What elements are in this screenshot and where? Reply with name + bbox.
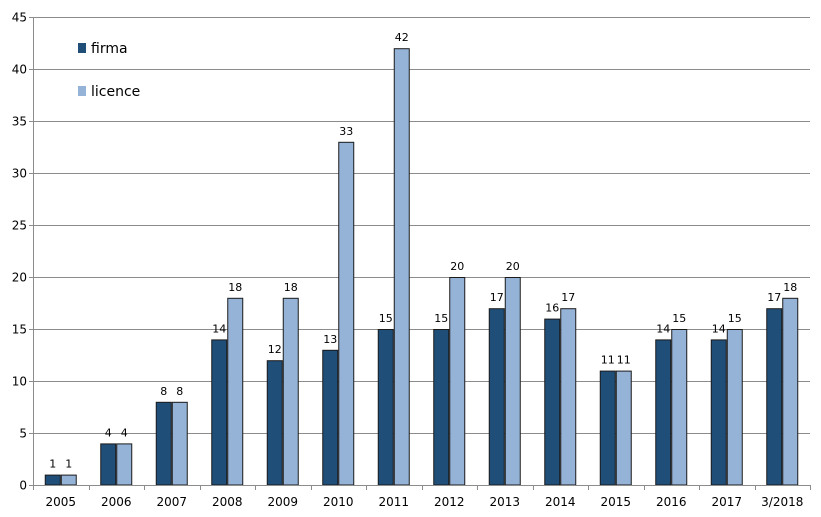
bar-licence-2016 [671,329,688,486]
data-label-licence: 42 [395,31,409,44]
bar-firma-2012 [433,329,450,486]
bar-licence-2011 [393,48,410,486]
bars [44,48,799,486]
y-tick-label: 10 [12,375,27,389]
bar-firma-2013 [488,308,505,486]
data-label-firma: 13 [323,333,337,346]
x-tick-label: 2005 [45,495,76,509]
bar-firma-2017 [710,339,727,486]
x-tick-label: 2011 [378,495,409,509]
data-label-firma: 15 [379,312,393,325]
y-tick-label: 20 [12,271,27,285]
x-tick-label: 2015 [600,495,631,509]
x-tick-label: 2017 [711,495,742,509]
bar-licence-2012 [449,277,466,486]
y-tick-label: 25 [12,219,27,233]
data-label-licence: 18 [228,281,242,294]
data-label-licence: 1 [65,458,72,471]
y-tick-label: 15 [12,323,27,337]
legend-label-firma: firma [91,41,128,57]
y-tick-label: 30 [12,167,27,181]
legend-swatch-licence [78,86,86,96]
x-tick-label: 3/2018 [761,495,803,509]
data-label-firma: 14 [212,322,226,335]
data-label-firma: 4 [105,426,112,439]
data-label-firma: 1 [49,458,56,471]
y-axis: 0 5 10 15 20 25 30 35 40 45 [12,11,34,493]
legend-label-licence: licence [91,84,140,100]
y-tick-label: 45 [12,11,27,25]
data-label-firma: 16 [545,302,559,315]
data-label-firma: 17 [490,291,504,304]
y-tick-label: 0 [19,479,27,493]
x-tick-label: 2012 [434,495,465,509]
bar-licence-2010 [338,141,355,486]
bar-firma-2015 [599,370,616,486]
bar-firma-2008 [211,339,228,486]
x-tick-label: 2016 [656,495,687,509]
y-tick-label: 35 [12,115,27,129]
bar-firma-3-2018 [766,308,783,486]
data-label-firma: 11 [601,354,615,367]
bar-firma-2005 [44,474,61,486]
x-axis: 2005 2006 2007 2008 2009 2010 2011 2012 2013 2014… [33,485,811,509]
bar-firma-2006 [100,443,117,486]
data-label-licence: 15 [672,312,686,325]
data-label-licence: 18 [284,281,298,294]
data-label-firma: 17 [767,291,781,304]
data-label-licence: 4 [121,426,128,439]
data-label-firma: 14 [656,322,670,335]
x-tick-label: 2010 [323,495,354,509]
data-label-firma: 12 [268,343,282,356]
bar-firma-2011 [377,329,394,486]
bar-licence-2008 [227,297,244,486]
data-label-licence: 11 [617,354,631,367]
y-tick-label: 40 [12,63,27,77]
x-tick-label: 2013 [489,495,520,509]
bar-firma-2009 [266,360,283,486]
bar-licence-2006 [116,443,133,486]
bar-firma-2016 [655,339,672,486]
x-tick-label: 2007 [156,495,187,509]
data-label-firma: 15 [434,312,448,325]
data-label-licence: 20 [450,260,464,273]
bar-licence-2013 [504,277,521,486]
gridlines [33,17,810,434]
x-tick-label: 2006 [101,495,132,509]
bar-licence-3-2018 [782,297,799,486]
bar-firma-2010 [322,349,339,486]
data-label-licence: 20 [506,260,520,273]
bar-licence-2015 [615,370,632,486]
data-label-licence: 33 [339,125,353,138]
x-tick-label: 2014 [545,495,576,509]
bar-licence-2017 [726,329,743,486]
data-label-licence: 18 [783,281,797,294]
data-label-licence: 8 [176,385,183,398]
data-label-licence: 17 [561,291,575,304]
data-label-licence: 15 [728,312,742,325]
legend-swatch-firma [78,43,86,53]
y-tick-label: 5 [19,427,27,441]
data-label-firma: 14 [712,322,726,335]
bar-licence-2007 [171,401,188,486]
legend: firma licence [78,41,140,100]
data-label-firma: 8 [160,385,167,398]
bar-licence-2014 [560,308,577,486]
bar-firma-2014 [544,318,561,486]
bar-firma-2007 [155,401,172,486]
bar-licence-2009 [282,297,299,486]
bar-licence-2005 [60,474,77,486]
x-tick-label: 2008 [212,495,243,509]
x-tick-label: 2009 [267,495,298,509]
